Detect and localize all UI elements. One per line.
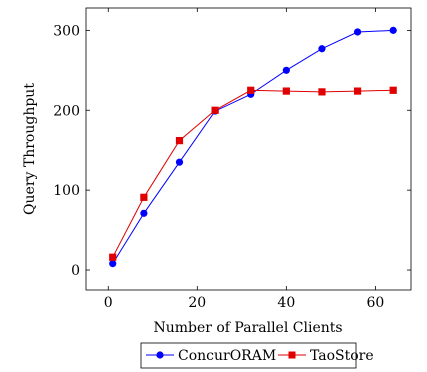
data-point-taostore: [109, 253, 117, 261]
data-point-concuroram: [282, 66, 290, 74]
legend-label-concuroram: ConcurORAM: [178, 348, 276, 364]
data-point-concuroram: [109, 260, 117, 268]
y-tick-label: 300: [53, 23, 80, 39]
y-axis-label: Query Throughput: [22, 83, 38, 215]
legend-label-taostore: TaoStore: [310, 348, 374, 364]
x-tick-label: 40: [277, 295, 295, 311]
x-axis-label: Number of Parallel Clients: [153, 320, 342, 336]
x-tick-label: 20: [188, 295, 206, 311]
data-point-taostore: [282, 87, 290, 95]
x-tick-label: 60: [366, 295, 384, 311]
legend-marker-concuroram: [156, 351, 164, 359]
y-tick-label: 200: [53, 103, 80, 119]
legend: ConcurORAM TaoStore: [140, 342, 374, 369]
x-tick-label: 0: [104, 295, 113, 311]
axis-ticks: 0 20 40 60 0 100 200 300: [53, 8, 411, 311]
series-line-taostore: [112, 89, 394, 258]
data-point-concuroram: [140, 209, 148, 217]
data-point-taostore: [140, 193, 148, 201]
series-layer: [109, 26, 397, 268]
data-point-concuroram: [175, 158, 184, 166]
series-line-concuroram: [112, 29, 394, 264]
legend-box: [140, 342, 357, 369]
y-tick-label: 100: [53, 183, 80, 199]
y-tick-label: 0: [71, 263, 80, 279]
data-point-concuroram: [389, 26, 397, 34]
plot-area-frame: [85, 7, 412, 291]
data-point-taostore: [389, 86, 397, 94]
data-point-concuroram: [353, 28, 362, 36]
data-point-taostore: [318, 88, 326, 96]
data-point-taostore: [247, 86, 255, 94]
data-point-taostore: [211, 106, 219, 114]
data-point-taostore: [175, 137, 184, 145]
legend-marker-taostore: [288, 351, 296, 359]
data-point-concuroram: [318, 45, 326, 53]
data-point-taostore: [353, 87, 362, 95]
